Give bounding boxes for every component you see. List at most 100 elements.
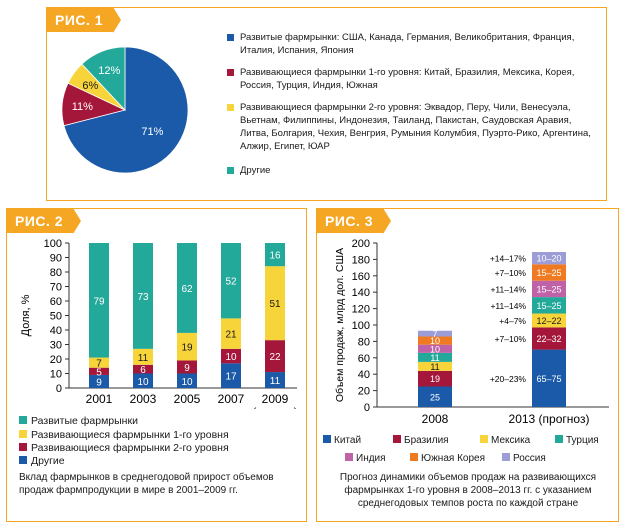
x-tick-label: 2003	[130, 392, 157, 406]
y-tick-label: 140	[352, 287, 370, 299]
bar-segment	[177, 243, 197, 333]
legend-swatch	[480, 435, 488, 443]
pie-chart: 71% 11% 6%12%	[61, 46, 189, 174]
bar-value-label: 73	[137, 292, 149, 303]
bar-value-label: 17	[225, 372, 237, 383]
bar-segment	[89, 357, 109, 368]
y-tick-label: 90	[50, 253, 62, 265]
growth-rate-label: +7–10%	[495, 268, 527, 278]
bar-segment	[532, 252, 566, 265]
legend-label: Россия	[513, 453, 546, 464]
figure-2-caption: Вклад фармрынков в среднегодовой прирост…	[19, 472, 274, 496]
legend-label: Развивающиеся фармрынки 1-го уровня: Кит…	[240, 67, 575, 91]
pie-slice-label: 11%	[72, 101, 93, 113]
legend-label: Бразилия	[404, 435, 449, 446]
bar-segment	[265, 372, 285, 388]
bar-value-label: 7	[96, 359, 102, 370]
bar-value-label: 11	[138, 353, 149, 364]
x-tick-label: 2007	[218, 392, 245, 406]
bar-value-label: 25	[430, 392, 440, 402]
legend-label: Другие	[31, 455, 65, 467]
legend-swatch	[19, 416, 27, 424]
legend-swatch	[393, 435, 401, 443]
legend-swatch	[227, 69, 234, 76]
legend-swatch	[19, 456, 27, 464]
bar-value-label: 65–75	[536, 374, 561, 384]
legend-swatch	[227, 167, 234, 174]
bar-segment	[532, 327, 566, 350]
legend-label: Китай	[334, 435, 362, 446]
legend-label: Развивающиеся фармрынки 1-го уровня	[31, 429, 229, 441]
bar-segment	[89, 243, 109, 358]
bar-value-label: 16	[269, 251, 281, 262]
bar-value-label: 15–25	[536, 301, 561, 311]
pie-slice-label: 71%	[141, 126, 163, 138]
pie-slice-label: 6%	[82, 80, 98, 92]
y-tick-label: 20	[50, 354, 62, 366]
bar-value-label: 62	[181, 284, 193, 295]
x-tick-label: 2009	[262, 392, 289, 406]
bar-value-label: 10	[137, 377, 149, 388]
bar-value-label: 6	[140, 365, 146, 376]
bar-value-label: 15–25	[536, 268, 561, 278]
bar-value-label: 79	[93, 296, 105, 307]
legend-label: Развивающиеся фармрынки 2-го уровня	[31, 442, 229, 454]
bar-value-label: 22	[269, 352, 281, 363]
legend-item: Мексика	[480, 434, 530, 448]
bar-value-label: 10	[430, 336, 440, 346]
bar-value-label: 15–25	[536, 284, 561, 294]
growth-rate-label: +14–17%	[490, 254, 527, 264]
x-tick-label: 2008	[422, 412, 449, 426]
bar-segment	[532, 264, 566, 281]
legend-swatch	[323, 435, 331, 443]
bar-segment	[89, 374, 109, 388]
figure-3-panel: РИС. 3 0 20 40 60 80 100 120 140 160 180 200 Объем …	[316, 208, 619, 522]
figure-1-tag: РИС. 1	[46, 7, 122, 33]
bar-value-label: 10	[430, 344, 440, 354]
y-tick-label: 80	[358, 336, 370, 348]
bar-value-label: 7	[432, 329, 437, 339]
legend-item: Россия	[502, 452, 546, 466]
growth-rate-label: +4–7%	[499, 316, 526, 326]
y-tick-label: 30	[50, 340, 62, 352]
legend-item: Развивающиеся фармрынки 2-го уровня	[19, 442, 229, 455]
y-tick-label: 40	[358, 369, 370, 381]
growth-rate-label: +7–10%	[495, 334, 527, 344]
bar-value-label: 10	[181, 377, 193, 388]
bar-segment	[418, 336, 452, 345]
bar-value-label: 21	[225, 330, 237, 341]
y-tick-label: 120	[352, 304, 370, 316]
legend-item: Китай	[323, 434, 361, 448]
legend-item: Развивающиеся фармрынки 2-го уровня: Экв…	[227, 101, 600, 153]
y-tick-label: 60	[358, 353, 370, 365]
y-tick-label: 100	[352, 320, 370, 332]
y-tick-label: 20	[358, 386, 370, 398]
pie-slice	[63, 46, 189, 174]
legend-label: Развитые фармрынки: США, Канада, Германи…	[240, 32, 575, 56]
figure-1-panel: РИС. 1 71% 11% 6% 12% Развитые фармрынки: С…	[46, 7, 607, 201]
legend-swatch	[502, 453, 510, 461]
legend-item: Индия	[345, 452, 386, 466]
legend-swatch	[345, 453, 353, 461]
legend-item: Развивающиеся фармрынки 1-го уровня: Кит…	[227, 66, 600, 92]
growth-rate-label: +20–23%	[490, 374, 527, 384]
legend-swatch	[555, 435, 563, 443]
legend-swatch	[19, 430, 27, 438]
pie-slice	[81, 46, 126, 112]
bar-value-label: 19	[430, 374, 440, 384]
bar-value-label: 51	[269, 299, 281, 310]
forecast-note: (прогноз)	[253, 406, 298, 409]
bar-segment	[418, 370, 452, 387]
legend-item: Развивающиеся фармрынки 1-го уровня	[19, 429, 229, 442]
legend-swatch	[410, 453, 418, 461]
bar-segment	[418, 330, 452, 337]
legend-label: Другие	[240, 165, 271, 176]
bar-segment	[133, 348, 153, 365]
legend-item: Бразилия	[393, 434, 449, 448]
bar-segment	[221, 363, 241, 388]
pie-slice-label: 12%	[98, 65, 120, 77]
growth-rate-label: +11–14%	[490, 284, 526, 294]
x-tick-label: 2005	[174, 392, 201, 406]
bar-value-label: 19	[181, 343, 193, 354]
